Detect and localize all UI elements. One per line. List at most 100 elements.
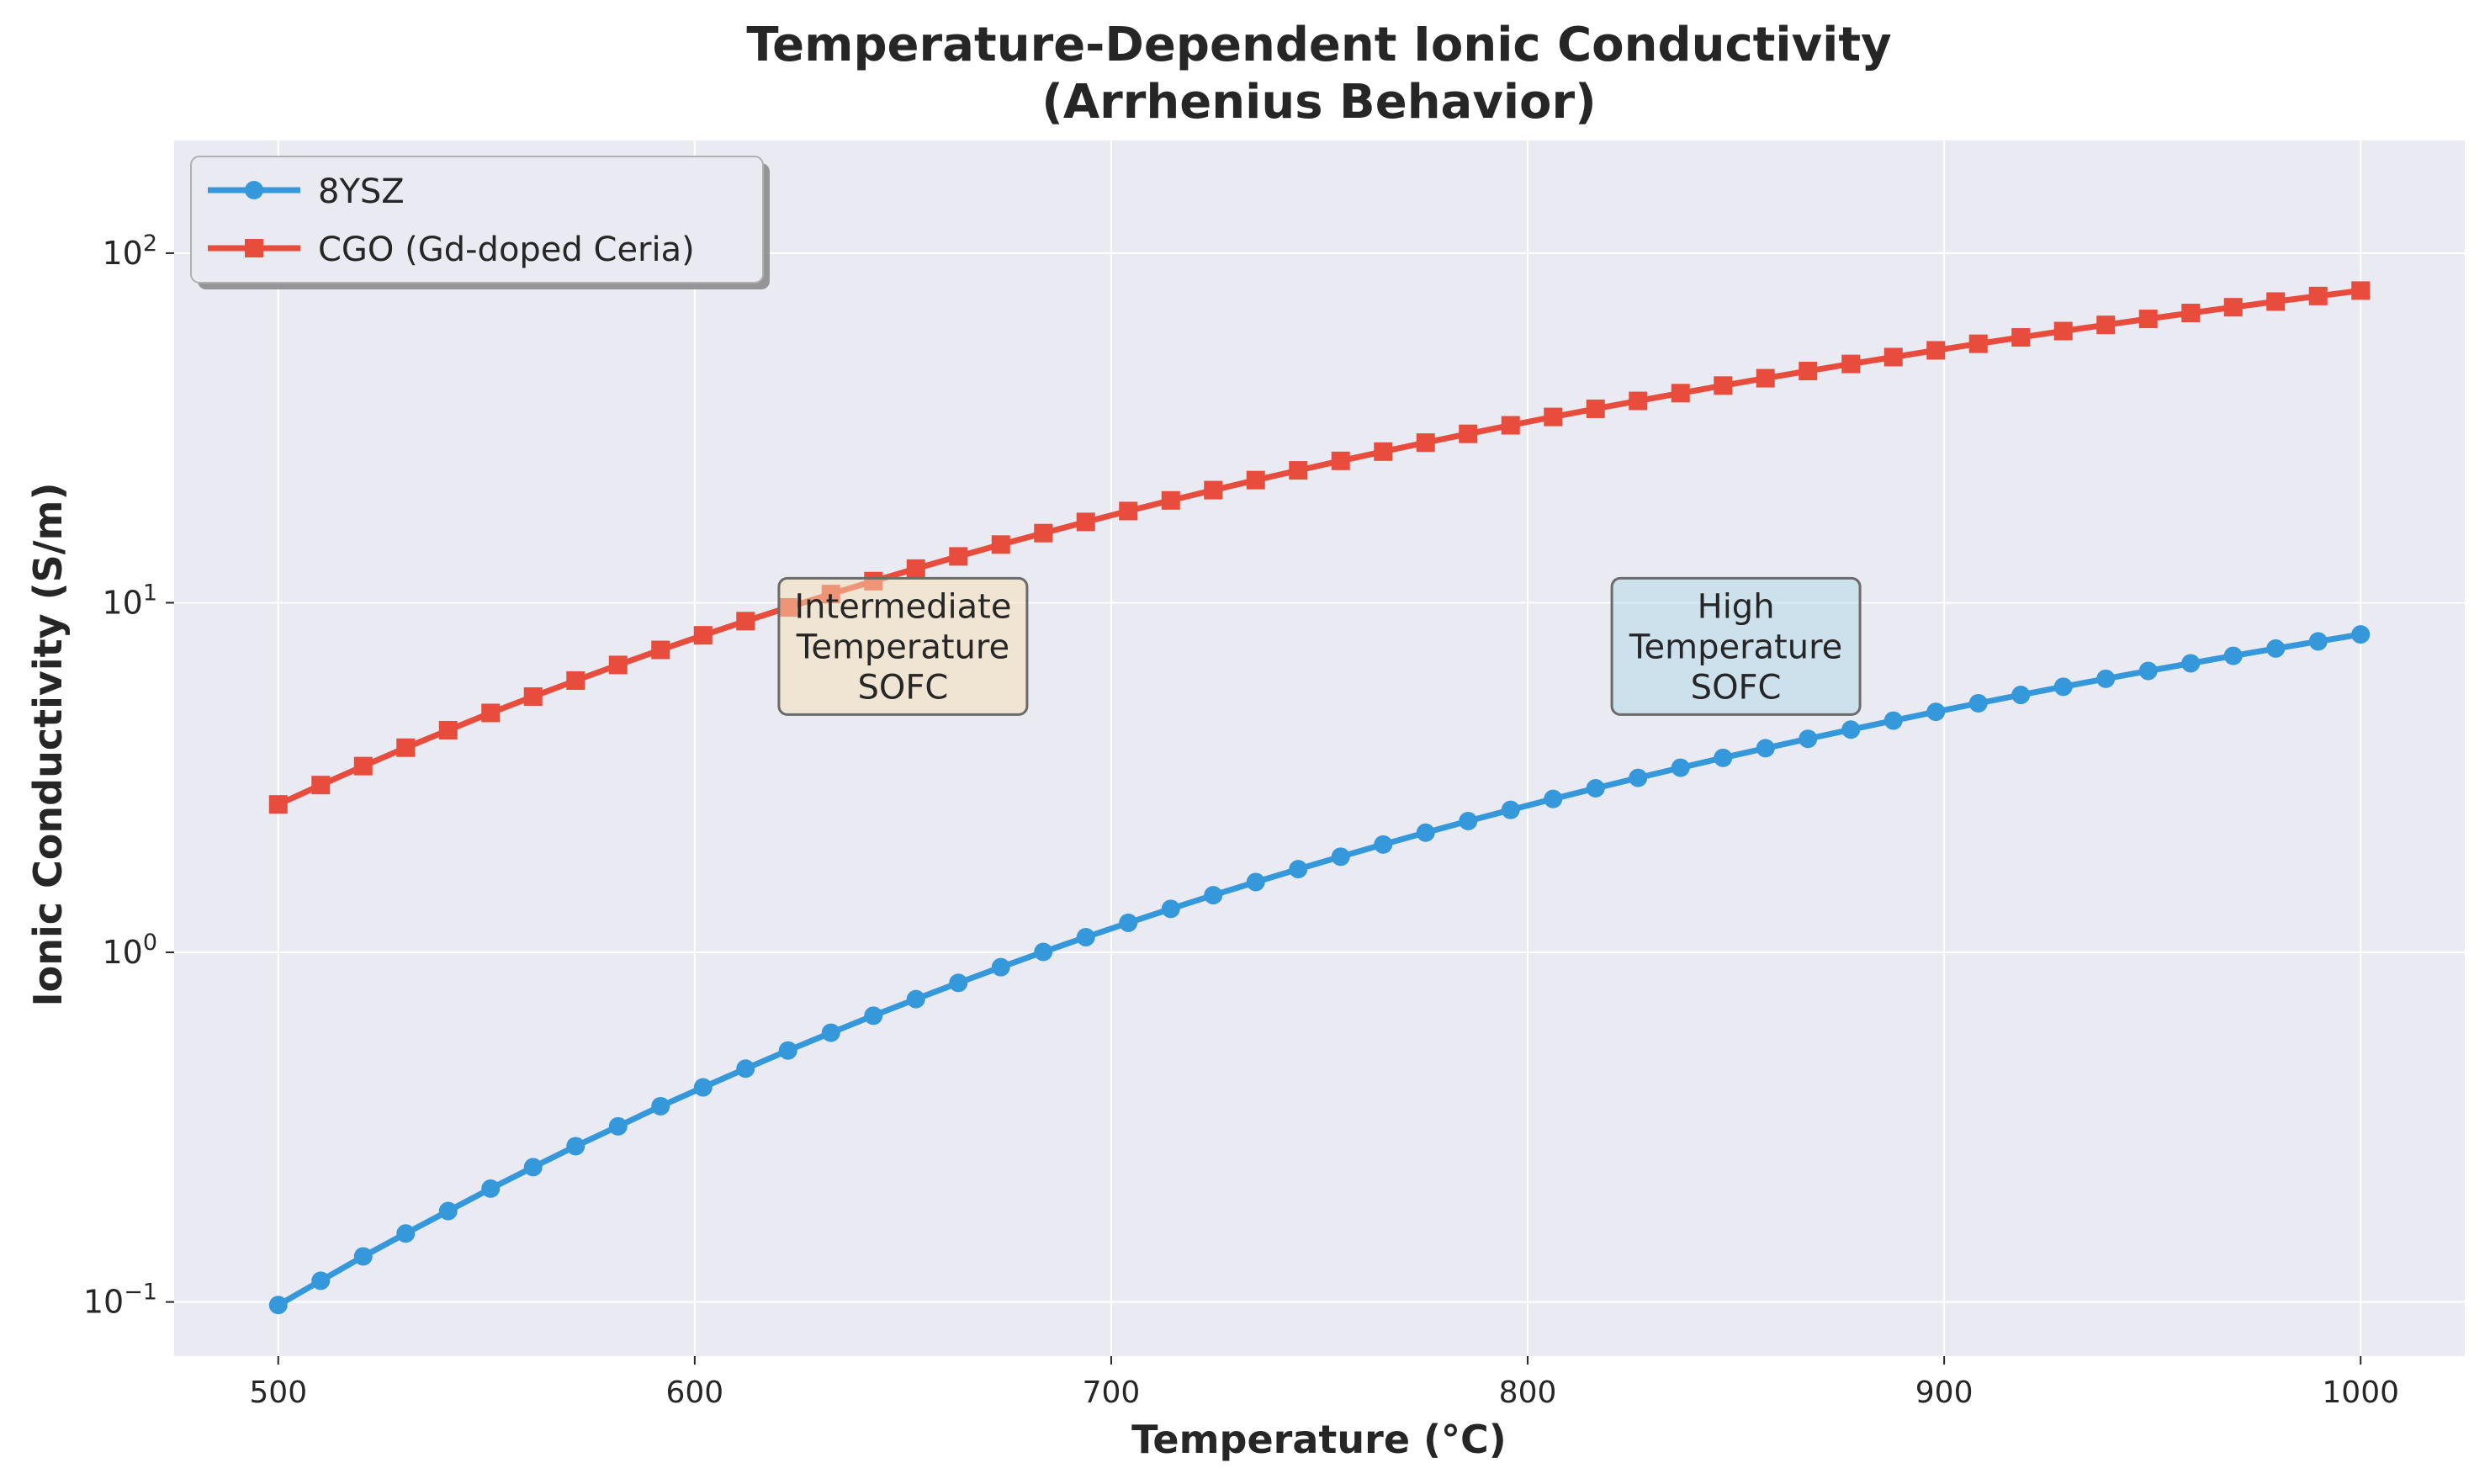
data-point: [1799, 729, 1818, 749]
data-point: [2096, 315, 2116, 335]
data-point: [1034, 523, 1053, 543]
data-point: [2138, 310, 2158, 329]
annotation-line: High: [1698, 587, 1775, 626]
y-tick-label: 10−1: [83, 1280, 157, 1321]
data-point: [949, 547, 968, 566]
x-axis-ticks: 500 600 700 800 900 1000: [249, 1356, 2399, 1410]
data-point: [1544, 407, 1563, 427]
x-tick-label: 700: [1083, 1375, 1141, 1410]
data-point: [353, 756, 373, 776]
data-point: [693, 1078, 713, 1097]
legend-box: [190, 156, 764, 284]
data-point: [1586, 778, 1605, 798]
data-point: [1629, 391, 1648, 411]
data-point: [396, 738, 416, 757]
data-point: [1544, 789, 1563, 808]
data-point: [566, 670, 585, 690]
data-point: [1501, 416, 1520, 435]
y-axis-ticks: 10−1 100 101 102: [83, 231, 174, 1321]
data-point: [2096, 669, 2116, 688]
data-point: [1416, 433, 1435, 453]
data-point: [523, 687, 543, 707]
data-point: [1799, 362, 1818, 381]
annotation-line: Temperature: [796, 628, 1009, 666]
data-point: [1459, 812, 1478, 831]
data-point: [1883, 711, 1903, 730]
data-point: [2266, 639, 2286, 658]
data-point: [821, 1023, 840, 1042]
data-point: [1841, 720, 1861, 739]
data-point: [2138, 661, 2158, 681]
data-point: [1629, 768, 1648, 787]
data-point: [778, 1041, 797, 1060]
data-point: [1926, 341, 1946, 360]
data-point: [268, 795, 288, 814]
data-point: [2011, 328, 2031, 347]
data-point: [481, 703, 501, 723]
data-point: [1204, 480, 1223, 500]
data-point: [523, 1158, 543, 1177]
data-point: [1289, 860, 1308, 879]
legend-label-8ysz: 8YSZ: [318, 172, 405, 211]
data-point: [1331, 847, 1350, 867]
data-point: [1671, 384, 1690, 403]
data-point: [991, 535, 1010, 554]
data-point: [1756, 739, 1775, 758]
legend-marker-cgo: [245, 239, 263, 257]
data-point: [2351, 625, 2371, 644]
annotation-box: [1610, 576, 1862, 716]
data-point: [1714, 748, 1733, 767]
data-point: [608, 655, 628, 675]
data-point: [2181, 304, 2201, 323]
data-point: [1246, 872, 1265, 892]
data-point: [1034, 942, 1053, 962]
data-point: [1501, 800, 1520, 819]
data-point: [1076, 928, 1095, 947]
data-point: [1119, 501, 1138, 521]
y-tick-label: 102: [102, 231, 157, 272]
annotation-line: Temperature: [1629, 628, 1842, 666]
chart-subtitle: (Arrhenius Behavior): [1041, 75, 1596, 130]
data-point: [2011, 686, 2031, 705]
data-point: [353, 1247, 373, 1266]
x-axis-label: Temperature (°C): [1131, 1417, 1507, 1462]
data-point: [1968, 693, 1988, 713]
annotation-line: Intermediate: [794, 587, 1011, 626]
data-point: [949, 973, 968, 993]
data-point: [1161, 490, 1180, 510]
data-point: [2266, 292, 2286, 311]
x-tick-label: 800: [1499, 1375, 1557, 1410]
data-point: [311, 1271, 331, 1291]
data-point: [1416, 823, 1435, 842]
data-point: [2308, 632, 2328, 651]
data-point: [991, 957, 1010, 977]
data-point: [268, 1296, 288, 1315]
data-point: [864, 1006, 883, 1026]
data-point: [2308, 286, 2328, 305]
data-point: [1161, 899, 1180, 919]
x-tick-label: 900: [1915, 1375, 1973, 1410]
data-point: [1331, 451, 1350, 470]
data-point: [906, 559, 925, 578]
data-point: [736, 612, 755, 631]
series-8ysz: [268, 625, 2371, 1315]
data-point: [1289, 461, 1308, 480]
data-point: [736, 1059, 755, 1079]
x-tick-label: 1000: [2322, 1375, 2399, 1410]
data-point: [438, 1201, 458, 1221]
data-point: [1841, 354, 1861, 374]
data-point: [1586, 399, 1605, 418]
data-point: [1883, 347, 1903, 367]
data-point: [1714, 376, 1733, 395]
legend-label-cgo: CGO (Gd-doped Ceria): [318, 231, 695, 269]
y-tick-label: 101: [102, 580, 157, 621]
data-point: [1459, 424, 1478, 443]
x-tick-label: 500: [249, 1375, 307, 1410]
data-point: [1374, 442, 1393, 461]
legend: 8YSZ CGO (Gd-doped Ceria): [190, 156, 770, 289]
data-point: [2223, 646, 2243, 665]
data-point: [1968, 334, 1988, 353]
data-point: [438, 720, 458, 739]
annotation-box: [777, 576, 1029, 716]
